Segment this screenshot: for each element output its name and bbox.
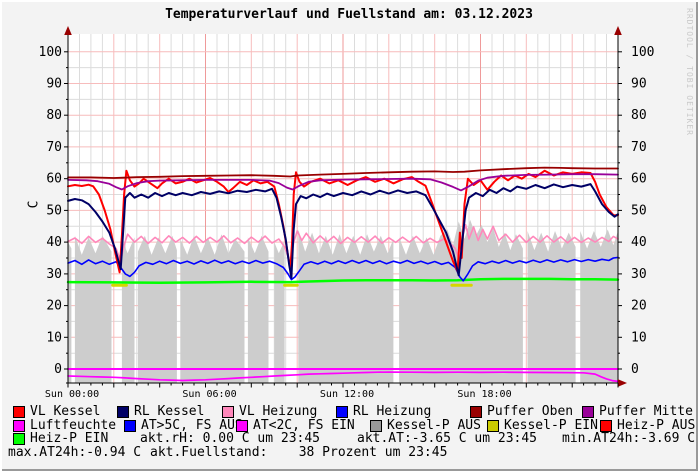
legend-stat-akt-at-3-65-c-um-23-45: akt.AT:-3.65 C um 23:45 [357,432,537,445]
legend-label: max.AT24h:-0.94 C [8,445,142,460]
svg-text:80: 80 [46,108,62,123]
svg-text:Sun 12:00: Sun 12:00 [320,389,374,400]
legend-label: Kessel-P EIN [504,418,598,433]
legend-item-at-5c-fs-aus: AT>5C, FS AUS [124,419,243,432]
legend-item-at-2c-fs-ein: AT<2C, FS EIN [236,419,355,432]
svg-text:60: 60 [631,172,647,187]
svg-text:100: 100 [631,45,654,60]
legend-stat-akt-fuellstand-38-prozent-um-23-45: akt.Fuellstand: 38 Prozent um 23:45 [150,446,447,459]
svg-text:90: 90 [46,77,62,92]
legend-label: Puffer Mitte [599,404,693,419]
legend-swatch-icon [487,419,499,432]
legend-swatch-icon [13,419,25,432]
legend-label: RL Heizung [353,404,432,419]
legend-item-puffer-mitte: Puffer Mitte [582,405,693,418]
svg-text:40: 40 [631,235,647,250]
legend-label: VL Heizung [239,404,318,419]
legend-stat-min-at24h-3-69-c: min.AT24h:-3.69 C [562,432,695,445]
svg-text:20: 20 [631,299,647,314]
svg-text:10: 10 [631,330,647,345]
legend-swatch-icon [336,405,348,418]
svg-text:80: 80 [631,108,647,123]
legend-item-heiz-p-aus: Heiz-P AUS [600,419,695,432]
legend-swatch-icon [582,405,594,418]
svg-text:30: 30 [631,267,647,282]
legend-item-kessel-p-ein: Kessel-P EIN [487,419,598,432]
legend-stat-akt-rh-0-00-c-um-23-45: akt.rH: 0.00 C um 23:45 [140,432,320,445]
legend-item-vl-kessel: VL Kessel [13,405,100,418]
svg-text:90: 90 [631,77,647,92]
legend-swatch-icon [370,419,382,432]
svg-text:40: 40 [46,235,62,250]
svg-text:Sun 06:00: Sun 06:00 [182,389,236,400]
svg-text:20: 20 [46,299,62,314]
legend-stat-max-at24h-0-94-c: max.AT24h:-0.94 C [8,446,141,459]
legend-swatch-icon [222,405,234,418]
legend-swatch-icon [600,419,612,432]
legend-label: AT>5C, FS AUS [141,418,243,433]
legend-label: akt.AT:-3.65 C um 23:45 [357,431,538,446]
svg-text:50: 50 [46,203,62,218]
legend-swatch-icon [13,405,25,418]
legend-item-luftfeuchte: Luftfeuchte [13,419,116,432]
legend-label: AT<2C, FS EIN [253,418,355,433]
svg-text:10: 10 [46,330,62,345]
svg-text:Sun 18:00: Sun 18:00 [457,389,511,400]
legend-label: Kessel-P AUS [387,418,481,433]
graph-title: Temperaturverlauf und Fuellstand am: 03.… [165,7,533,22]
svg-text:70: 70 [46,140,62,155]
svg-text:70: 70 [631,140,647,155]
svg-text:100: 100 [39,45,62,60]
svg-text:0: 0 [631,362,639,377]
legend-swatch-icon [117,405,129,418]
legend-label: Puffer Oben [487,404,574,419]
legend-item-kessel-p-aus: Kessel-P AUS [370,419,481,432]
legend-label: Heiz-P AUS [617,418,696,433]
legend-item-rl-heizung: RL Heizung [336,405,431,418]
legend-label: VL Kessel [30,404,101,419]
svg-text:Sun 00:00: Sun 00:00 [45,389,99,400]
svg-text:0: 0 [54,362,62,377]
svg-text:60: 60 [46,172,62,187]
legend-swatch-icon [124,419,136,432]
rrdtool-watermark: RRDTOOL / TOBI OETIKER [685,8,694,136]
legend-label: min.AT24h:-3.69 C [562,431,696,446]
legend-item-puffer-oben: Puffer Oben [470,405,573,418]
legend-label: akt.rH: 0.00 C um 23:45 [140,431,321,446]
legend-swatch-icon [236,419,248,432]
legend-item-heiz-p-ein: Heiz-P EIN [13,432,108,445]
svg-text:30: 30 [46,267,62,282]
legend-item-rl-kessel: RL Kessel [117,405,204,418]
legend-item-vl-heizung: VL Heizung [222,405,317,418]
legend-label: Luftfeuchte [30,418,117,433]
svg-text:50: 50 [631,203,647,218]
legend-label: RL Kessel [134,404,205,419]
legend-label: Heiz-P EIN [30,431,109,446]
legend-swatch-icon [470,405,482,418]
legend-swatch-icon [13,432,25,445]
legend-label: akt.Fuellstand: 38 Prozent um 23:45 [150,445,448,460]
